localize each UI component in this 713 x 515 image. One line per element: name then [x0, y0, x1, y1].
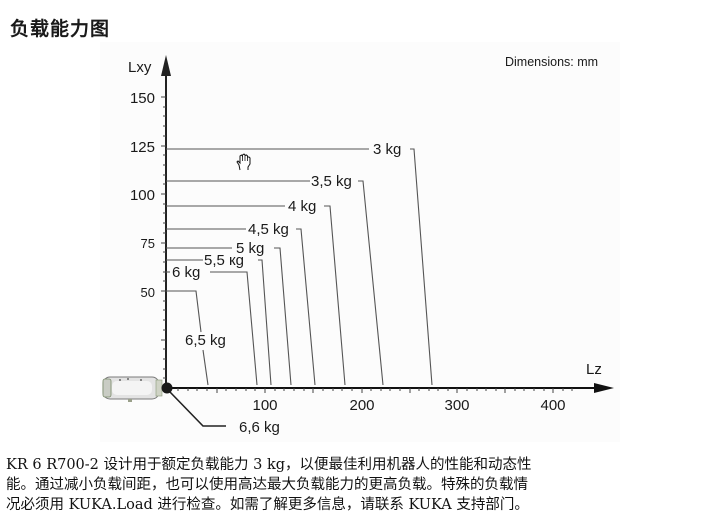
hand-cursor-icon	[236, 153, 251, 171]
curve-labels: 3 kg 3,5 kg 4 kg 4,5 kg 5 kg 5,5 кg 6 kg…	[172, 141, 401, 436]
x-axis: Lz 100	[166, 361, 614, 414]
label-3kg: 3 kg	[373, 141, 401, 158]
paragraph-line-3: 况必须用 KUKA.Load 进行检查。如需了解更多信息，请联系 KUKA 支持…	[6, 497, 529, 513]
origin-point	[161, 382, 173, 394]
curve-6-5kg	[166, 290, 202, 333]
chart-panel	[100, 42, 620, 442]
y-axis: Lxy 50 75 100 125 150	[128, 55, 171, 388]
label-6-5kg: 6,5 kg	[185, 332, 226, 349]
x-tick-100: 100	[252, 397, 277, 414]
label-3-5kg: 3,5 kg	[311, 173, 352, 190]
x-tick-400: 400	[540, 397, 565, 414]
y-tick-50: 50	[141, 285, 155, 300]
paragraph-line-2: 能。通过减小负载间距，也可以使用高达最大负载能力的更高负载。特殊的负载情	[6, 477, 528, 493]
x-tick-300: 300	[444, 397, 469, 414]
y-tick-125: 125	[130, 139, 155, 156]
y-tick-75: 75	[141, 236, 155, 251]
page-title: 负载能力图	[10, 18, 111, 40]
y-axis-arrow-icon	[161, 55, 171, 76]
dimensions-annotation: Dimensions: mm	[505, 55, 598, 69]
label-6-6kg: 6,6 kg	[239, 419, 280, 436]
y-tick-100: 100	[130, 187, 155, 204]
x-axis-label: Lz	[586, 361, 602, 378]
label-6kg: 6 kg	[172, 264, 200, 281]
y-tick-150: 150	[130, 90, 155, 107]
label-4kg: 4 kg	[288, 198, 316, 215]
robot-flange-icon	[102, 376, 163, 402]
label-4-5kg: 4,5 kg	[248, 221, 289, 238]
description-paragraph: KR 6 R700-2 设计用于额定负载能力 3 kg，以便最佳利用机器人的性能…	[6, 455, 711, 515]
payload-chart: Dimensions: mm Lxy 50 75 1	[100, 42, 620, 442]
label-5-5kg: 5,5 кg	[204, 252, 244, 269]
y-axis-label: Lxy	[128, 59, 152, 76]
x-tick-200: 200	[349, 397, 374, 414]
paragraph-line-1: KR 6 R700-2 设计用于额定负载能力 3 kg，以便最佳利用机器人的性能…	[6, 457, 532, 473]
curve-6-6kg-leader	[169, 391, 226, 427]
x-axis-arrow-icon	[594, 383, 614, 393]
payload-curves	[166, 148, 433, 427]
label-5kg: 5 kg	[236, 240, 264, 257]
